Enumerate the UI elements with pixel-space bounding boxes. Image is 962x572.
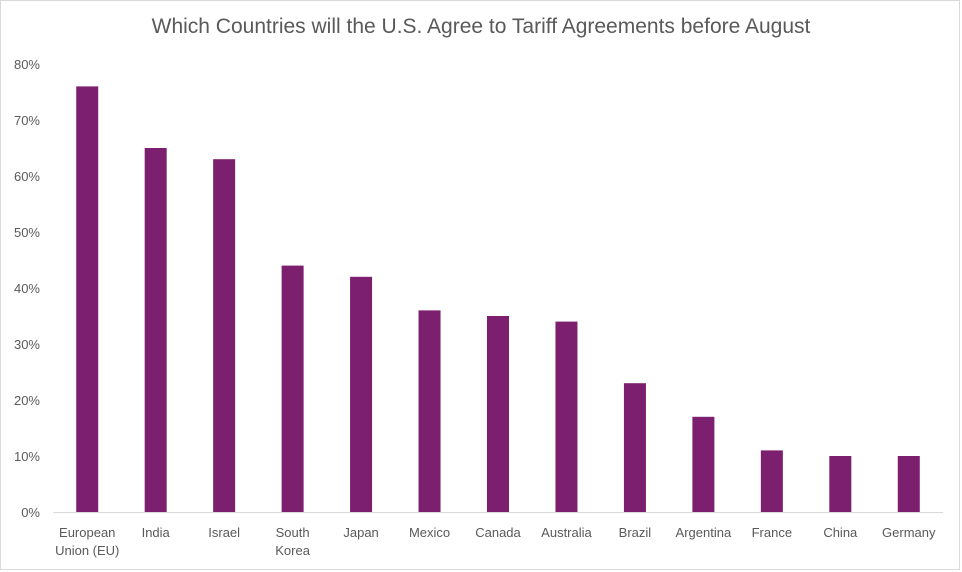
- x-tick-label: Australia: [541, 525, 592, 540]
- bar: [623, 383, 646, 512]
- x-tick-label: European: [59, 525, 115, 540]
- y-tick-label: 50%: [14, 225, 40, 240]
- bar: [350, 276, 373, 512]
- bar: [418, 310, 441, 512]
- bar: [76, 86, 99, 513]
- y-tick-label: 40%: [14, 281, 40, 296]
- y-tick-label: 30%: [14, 337, 40, 352]
- x-tick-label: Union (EU): [55, 543, 119, 558]
- bar: [213, 159, 236, 512]
- y-tick-label: 80%: [14, 57, 40, 72]
- y-tick-label: 0%: [21, 505, 40, 520]
- bar: [897, 456, 920, 512]
- x-tick-label: Israel: [208, 525, 240, 540]
- bar: [760, 450, 783, 512]
- y-tick-label: 70%: [14, 113, 40, 128]
- x-tick-label: China: [823, 525, 858, 540]
- chart-title: Which Countries will the U.S. Agree to T…: [151, 15, 811, 38]
- bar: [144, 148, 167, 512]
- x-tick-label: Korea: [275, 543, 310, 558]
- x-tick-label: Japan: [343, 525, 378, 540]
- bar: [829, 456, 852, 512]
- bar: [281, 265, 304, 512]
- x-tick-label: Argentina: [676, 525, 732, 540]
- x-tick-label: Canada: [475, 525, 521, 540]
- x-tick-label: South: [276, 525, 310, 540]
- bar: [487, 316, 509, 512]
- x-tick-label: Brazil: [619, 525, 652, 540]
- x-tick-label: India: [142, 525, 171, 540]
- y-tick-label: 10%: [14, 449, 40, 464]
- bar: [555, 321, 578, 512]
- y-tick-label: 20%: [14, 393, 40, 408]
- bar: [692, 416, 715, 512]
- y-tick-label: 60%: [14, 169, 40, 184]
- x-tick-label: France: [752, 525, 792, 540]
- x-tick-label: Germany: [882, 525, 936, 540]
- x-tick-label: Mexico: [409, 525, 450, 540]
